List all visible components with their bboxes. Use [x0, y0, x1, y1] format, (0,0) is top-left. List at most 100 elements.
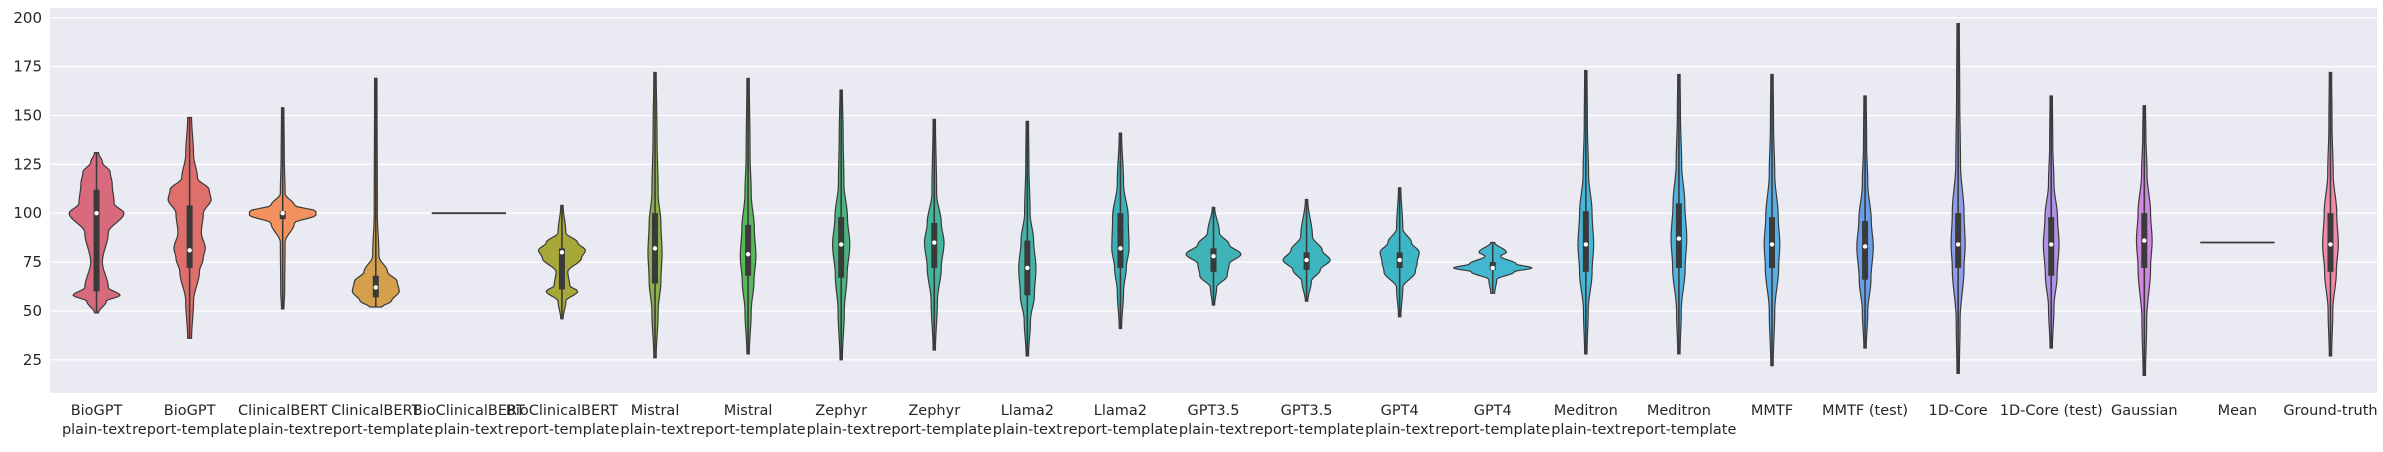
violin-iqr-box — [1117, 213, 1124, 268]
violin-layer — [68, 23, 2339, 377]
violin-median-dot — [1397, 257, 1402, 263]
y-tick-label: 50 — [23, 302, 42, 320]
x-tick-label: Llama2 — [1094, 403, 1147, 419]
x-tick-label: GPT4 — [1474, 403, 1512, 419]
violin — [537, 204, 586, 320]
x-tick-sublabel: report-template — [691, 422, 806, 438]
x-tick-label: GPT4 — [1381, 403, 1419, 419]
violin-median-dot — [373, 285, 378, 290]
x-tick-sublabel: plain-text — [1365, 422, 1435, 438]
violin — [739, 77, 757, 355]
y-axis: 25 50 75 100 125 150 175 200 — [13, 9, 42, 369]
violin-iqr-box — [1582, 211, 1589, 272]
violin-median-dot — [838, 242, 844, 247]
x-tick-label: Meditron — [1554, 403, 1618, 419]
y-tick-label: 150 — [13, 106, 42, 124]
x-tick-label: Mistral — [631, 403, 680, 419]
violin — [1856, 95, 1874, 349]
violin-median-dot — [187, 248, 192, 253]
violin — [1379, 187, 1420, 318]
x-tick-label: BioGPT — [164, 403, 216, 419]
x-tick-label: Mistral — [724, 403, 773, 419]
violin-iqr-box — [93, 189, 100, 292]
violin — [1670, 73, 1688, 355]
violin — [68, 152, 125, 314]
violin-iqr-box — [1210, 248, 1217, 272]
x-tick-label: Zephyr — [908, 403, 960, 419]
violin-median-dot — [1583, 242, 1589, 247]
violin — [248, 107, 317, 310]
x-tick-sublabel: plain-text — [1551, 422, 1621, 438]
violin-iqr-box — [1675, 203, 1682, 268]
plot-area — [50, 8, 2377, 393]
violin-iqr-box — [186, 205, 193, 268]
violin-median-dot — [1490, 265, 1495, 271]
x-tick-sublabel: report-template — [1249, 422, 1364, 438]
violin-iqr-box — [931, 222, 938, 268]
violin — [1452, 241, 1533, 294]
violin-iqr-box — [558, 248, 565, 290]
x-tick-sublabel: report-template — [1063, 422, 1178, 438]
y-tick-label: 100 — [13, 204, 42, 222]
violin — [831, 89, 851, 361]
x-tick-label: GPT3.5 — [1281, 403, 1333, 419]
x-tick-label: Mean — [2218, 403, 2258, 419]
x-tick-label: BioGPT — [71, 403, 123, 419]
violin — [2322, 71, 2339, 357]
x-tick-label: 1D-Core — [1929, 403, 1988, 419]
violin — [1111, 132, 1130, 330]
x-axis: BioGPT plain-text BioGPT report-template Cli… — [62, 403, 2378, 438]
violin — [647, 71, 663, 359]
y-tick-label: 175 — [13, 58, 42, 76]
x-tick-sublabel: report-template — [504, 422, 619, 438]
violin-median-dot — [94, 211, 99, 216]
x-tick-sublabel: report-template — [877, 422, 992, 438]
violin-median-dot — [1955, 242, 1961, 247]
violin — [2042, 95, 2060, 349]
x-tick-sublabel: plain-text — [1179, 422, 1249, 438]
violin-median-dot — [1211, 253, 1216, 259]
violin — [1282, 198, 1331, 302]
violin-median-dot — [1676, 236, 1682, 241]
violin-iqr-box — [1955, 213, 1962, 268]
violin-iqr-box — [838, 217, 845, 278]
violin-median-dot — [1769, 242, 1775, 247]
violin-median-dot — [2142, 238, 2147, 243]
x-tick-label: ClinicalBERT — [238, 403, 327, 419]
violin-median-dot — [745, 252, 751, 257]
violin-median-dot — [1862, 244, 1868, 249]
x-tick-label: 1D-Core (test) — [2000, 403, 2103, 419]
x-tick-label: Ground-truth — [2283, 403, 2377, 419]
x-tick-sublabel: plain-text — [993, 422, 1063, 438]
violin — [167, 116, 212, 339]
violin — [351, 77, 400, 308]
x-tick-sublabel: report-template — [318, 422, 433, 438]
x-tick-sublabel: report-template — [132, 422, 247, 438]
x-tick-label: ClinicalBERT — [331, 403, 420, 419]
x-tick-label: GPT3.5 — [1188, 403, 1240, 419]
x-tick-sublabel: plain-text — [248, 422, 318, 438]
violin — [2135, 105, 2153, 377]
y-tick-label: 125 — [13, 155, 42, 173]
violin — [1577, 69, 1595, 355]
x-tick-sublabel: report-template — [1435, 422, 1550, 438]
violin-iqr-box — [745, 224, 752, 276]
x-tick-label: BioClinicalBERT — [413, 403, 525, 419]
violin — [1018, 120, 1037, 357]
x-tick-sublabel: report-template — [1621, 422, 1736, 438]
violin — [1763, 73, 1781, 367]
violin-median-dot — [932, 240, 937, 245]
y-tick-label: 75 — [23, 253, 42, 271]
x-tick-sublabel: plain-text — [434, 422, 504, 438]
violin-median-dot — [1118, 246, 1123, 251]
x-tick-label: Llama2 — [1001, 403, 1054, 419]
x-tick-sublabel: plain-text — [62, 422, 132, 438]
violin-iqr-box — [1862, 221, 1869, 280]
violin — [1950, 23, 1966, 375]
y-tick-label: 200 — [13, 9, 42, 27]
violin-median-dot — [1304, 257, 1309, 263]
violin-median-dot — [2049, 242, 2054, 247]
violin-median-dot — [280, 211, 285, 216]
